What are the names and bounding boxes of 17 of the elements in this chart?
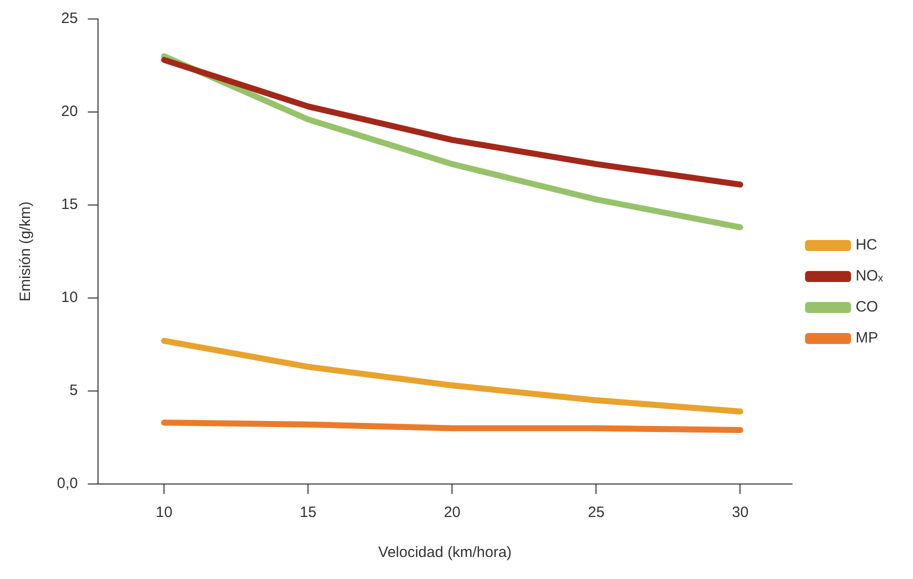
y-tick-label: 25 [61,10,78,28]
x-tick-label: 20 [444,504,461,522]
y-tick-label: 15 [61,196,78,214]
x-tick-label: 15 [300,504,316,522]
legend-label: CO [856,298,878,316]
x-tick-label: 30 [732,504,749,522]
y-tick-label: 10 [61,289,78,306]
legend-label: NOₓ [856,268,884,285]
y-axis-title: Emisión (g/km) [17,201,34,302]
y-tick-label: 0,0 [56,475,78,492]
y-tick-label: 5 [70,382,78,400]
legend-label: MP [856,330,878,347]
x-axis-title: Velocidad (km/hora) [378,544,512,562]
x-tick-label: 10 [156,504,172,522]
y-tick-label: 20 [61,103,78,120]
legend-label: HC [856,236,878,254]
x-tick-label: 25 [588,504,605,522]
